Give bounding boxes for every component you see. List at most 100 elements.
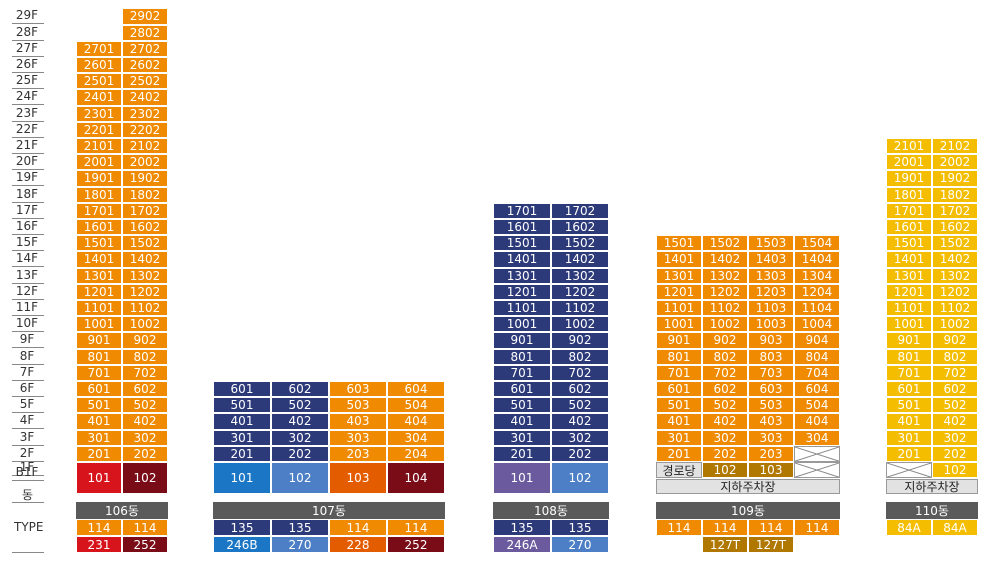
unit-cell[interactable]: 702 [122, 364, 168, 381]
unit-cell[interactable]: 201 [213, 445, 271, 462]
unit-cell[interactable]: 1401 [493, 251, 551, 268]
unit-cell[interactable]: 1201 [886, 283, 932, 300]
unit-cell[interactable]: 2301 [76, 105, 122, 122]
unit-cell[interactable]: 2101 [886, 138, 932, 155]
unit-cell[interactable]: 1001 [76, 316, 122, 333]
unit-cell[interactable]: 402 [122, 413, 168, 430]
unit-cell[interactable]: 902 [122, 332, 168, 349]
unit-cell[interactable]: 501 [76, 397, 122, 414]
unit-cell[interactable]: 2001 [886, 154, 932, 171]
unit-cell[interactable]: 2902 [122, 8, 168, 25]
unit-cell[interactable]: 304 [794, 429, 840, 446]
unit-cell[interactable]: 201 [76, 445, 122, 462]
unit-cell[interactable]: 1601 [886, 219, 932, 236]
unit-cell[interactable]: 1502 [932, 235, 978, 252]
unit-cell[interactable]: 202 [551, 445, 609, 462]
unit-cell[interactable]: 1501 [76, 235, 122, 252]
unit-cell[interactable]: 1401 [76, 251, 122, 268]
unit-cell[interactable]: 701 [656, 364, 702, 381]
unit-cell[interactable]: 603 [748, 381, 794, 398]
unit-cell[interactable]: 901 [656, 332, 702, 349]
unit-cell[interactable]: 1301 [76, 267, 122, 284]
unit-cell[interactable]: 1902 [122, 170, 168, 187]
unit-cell[interactable]: 702 [702, 364, 748, 381]
unit-cell[interactable]: 1304 [794, 267, 840, 284]
unit-cell[interactable]: 1002 [551, 316, 609, 333]
unit-cell[interactable]: 1001 [886, 316, 932, 333]
unit-cell[interactable]: 1003 [748, 316, 794, 333]
unit-cell[interactable]: 2701 [76, 40, 122, 57]
unit-cell[interactable]: 802 [122, 348, 168, 365]
unit-cell[interactable]: 1702 [122, 202, 168, 219]
unit-cell[interactable]: 2602 [122, 57, 168, 74]
unit-cell[interactable]: 2502 [122, 73, 168, 90]
unit-cell[interactable]: 2702 [122, 40, 168, 57]
unit-cell[interactable]: 1201 [656, 283, 702, 300]
unit-cell[interactable]: 1202 [551, 283, 609, 300]
unit-cell[interactable]: 401 [656, 413, 702, 430]
unit-cell[interactable]: 401 [493, 413, 551, 430]
unit-cell[interactable]: 102 [551, 462, 609, 494]
unit-cell[interactable]: 203 [329, 445, 387, 462]
unit-cell[interactable]: 1402 [932, 251, 978, 268]
unit-cell[interactable]: 1901 [886, 170, 932, 187]
unit-cell[interactable]: 202 [122, 445, 168, 462]
unit-cell[interactable]: 602 [551, 381, 609, 398]
unit-cell[interactable]: 1802 [122, 186, 168, 203]
unit-cell[interactable]: 1502 [702, 235, 748, 252]
unit-cell[interactable]: 803 [748, 348, 794, 365]
unit-cell[interactable]: 502 [932, 397, 978, 414]
unit-cell[interactable]: 1402 [122, 251, 168, 268]
unit-cell[interactable]: 902 [932, 332, 978, 349]
unit-cell[interactable]: 1101 [886, 300, 932, 317]
unit-cell[interactable]: 1301 [493, 267, 551, 284]
unit-cell[interactable]: 902 [551, 332, 609, 349]
unit-cell[interactable]: 1402 [551, 251, 609, 268]
unit-cell[interactable]: 903 [748, 332, 794, 349]
unit-cell[interactable]: 503 [748, 397, 794, 414]
unit-cell[interactable]: 501 [213, 397, 271, 414]
unit-cell[interactable]: 802 [702, 348, 748, 365]
unit-cell[interactable]: 2202 [122, 121, 168, 138]
unit-cell[interactable]: 1002 [122, 316, 168, 333]
unit-cell[interactable]: 704 [794, 364, 840, 381]
unit-cell[interactable]: 901 [886, 332, 932, 349]
unit-cell[interactable]: 2002 [932, 154, 978, 171]
unit-cell[interactable]: 801 [656, 348, 702, 365]
unit-cell[interactable]: 303 [748, 429, 794, 446]
unit-cell[interactable]: 1301 [886, 267, 932, 284]
unit-cell[interactable]: 601 [493, 381, 551, 398]
unit-cell[interactable]: 2802 [122, 24, 168, 41]
unit-cell[interactable]: 902 [702, 332, 748, 349]
unit-cell[interactable]: 1101 [76, 300, 122, 317]
unit-cell[interactable]: 1502 [551, 235, 609, 252]
unit-cell[interactable]: 404 [794, 413, 840, 430]
unit-cell[interactable]: 701 [76, 364, 122, 381]
unit-cell[interactable]: 901 [76, 332, 122, 349]
unit-cell[interactable]: 403 [329, 413, 387, 430]
unit-cell[interactable]: 402 [551, 413, 609, 430]
unit-cell[interactable]: 2402 [122, 89, 168, 106]
unit-cell[interactable]: 702 [932, 364, 978, 381]
unit-cell[interactable]: 402 [271, 413, 329, 430]
unit-cell[interactable]: 402 [932, 413, 978, 430]
unit-cell[interactable]: 102 [122, 462, 168, 494]
unit-cell[interactable]: 1201 [76, 283, 122, 300]
unit-cell[interactable]: 401 [76, 413, 122, 430]
unit-cell[interactable]: 101 [213, 462, 271, 494]
unit-cell[interactable]: 301 [493, 429, 551, 446]
unit-cell[interactable]: 1501 [493, 235, 551, 252]
unit-cell[interactable]: 1103 [748, 300, 794, 317]
unit-cell[interactable]: 1601 [76, 219, 122, 236]
unit-cell[interactable]: 601 [656, 381, 702, 398]
unit-cell[interactable]: 601 [213, 381, 271, 398]
unit-cell[interactable]: 1104 [794, 300, 840, 317]
unit-cell[interactable]: 202 [271, 445, 329, 462]
unit-cell[interactable]: 201 [493, 445, 551, 462]
unit-cell[interactable]: 501 [656, 397, 702, 414]
unit-cell[interactable]: 802 [932, 348, 978, 365]
unit-cell[interactable]: 502 [271, 397, 329, 414]
unit-cell[interactable]: 2401 [76, 89, 122, 106]
unit-cell[interactable]: 1403 [748, 251, 794, 268]
unit-cell[interactable]: 경로당 [656, 462, 702, 479]
